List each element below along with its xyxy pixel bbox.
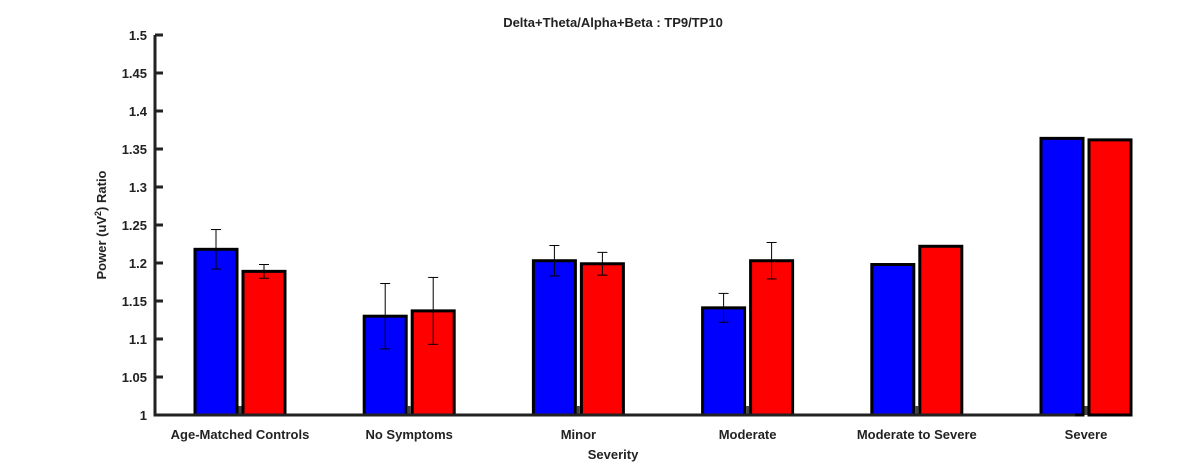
x-tick-label-5: Moderate to Severe — [857, 427, 977, 442]
x-axis-label: Severity — [588, 447, 639, 462]
x-tick-label-4: Moderate — [719, 427, 777, 442]
y-axis-label-superscript: 2 — [93, 211, 103, 216]
y-tick-label-8: 1.35 — [122, 142, 147, 157]
y-tick-label-1: 1 — [140, 408, 147, 423]
y-tick-label-6: 1.25 — [122, 218, 147, 233]
bar-series1-5 — [870, 263, 916, 417]
chart-title: Delta+Theta/Alpha+Beta : TP9/TP10 — [503, 15, 723, 30]
bar-series1-1 — [193, 247, 239, 417]
bar-series2-1 — [241, 269, 287, 417]
y-tick-label-4: 1.15 — [122, 294, 147, 309]
y-axis-label-prefix: Power (uV — [94, 216, 109, 280]
y-tick-label-3: 1.1 — [129, 332, 147, 347]
y-tick-label-2: 1.05 — [122, 370, 147, 385]
bar-series2-3 — [579, 262, 625, 417]
bar-series2-4 — [749, 259, 795, 417]
bar-series1-6 — [1039, 136, 1085, 417]
y-axis-label-suffix: ) Ratio — [94, 170, 109, 211]
bar-series2-5 — [918, 244, 964, 417]
y-tick-label-11: 1.5 — [129, 28, 147, 43]
bar-series2-6 — [1087, 138, 1133, 417]
y-tick-label-5: 1.2 — [129, 256, 147, 271]
y-tick-label-9: 1.4 — [129, 104, 148, 119]
x-tick-label-2: No Symptoms — [365, 427, 452, 442]
y-tick-label-10: 1.45 — [122, 66, 147, 81]
bar-series1-3 — [531, 259, 577, 417]
x-tick-label-1: Age-Matched Controls — [171, 427, 310, 442]
bar-series1-4 — [701, 306, 747, 417]
plot-area: Age-Matched Controls No Symptoms Minor Mode… — [122, 28, 1133, 442]
x-tick-label-6: Severe — [1065, 427, 1108, 442]
x-tick-label-3: Minor — [561, 427, 596, 442]
y-tick-label-7: 1.3 — [129, 180, 147, 195]
y-axis-label: Power (uV2) Ratio — [93, 170, 109, 279]
